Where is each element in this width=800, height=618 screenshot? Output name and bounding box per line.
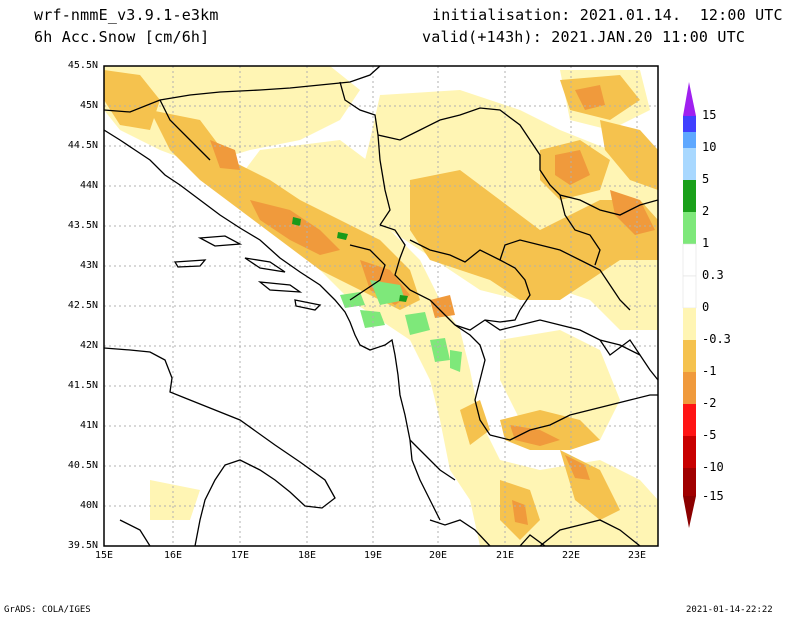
colorbar-label: 15 <box>702 108 717 122</box>
colorbar-label: 0 <box>702 300 710 314</box>
snow-fields <box>104 66 658 546</box>
colorbar-label: -1 <box>702 364 717 378</box>
cb-swatch-6 <box>682 275 697 309</box>
colorbar <box>682 82 697 528</box>
colorbar-label: 2 <box>702 204 710 218</box>
colorbar-label: 10 <box>702 140 717 154</box>
cb-swatch-8 <box>683 340 696 372</box>
cb-swatch-7 <box>683 308 696 340</box>
colorbar-bottom-arrow <box>683 496 696 528</box>
cb-swatch-4 <box>683 212 696 244</box>
colorbar-label: 1 <box>702 236 710 250</box>
coastlines-borders <box>104 66 658 546</box>
colorbar-label: 0.3 <box>702 268 724 282</box>
colorbar-label: -5 <box>702 428 717 442</box>
lon-label: 23E <box>627 550 647 561</box>
cb-swatch-5 <box>682 243 697 277</box>
valid-time: valid(+143h): 2021.JAN.20 11:00 UTC <box>422 28 746 46</box>
green-areas <box>340 280 462 372</box>
lat-label: 40N <box>79 500 98 511</box>
cb-swatch-9 <box>683 372 696 404</box>
cb-swatch-2 <box>683 148 696 180</box>
lat-label: 40.5N <box>67 460 98 471</box>
lat-label: 44.5N <box>67 140 98 151</box>
lat-label: 43.5N <box>67 220 98 231</box>
lat-label: 39.5N <box>67 540 98 551</box>
lon-label: 15E <box>94 550 114 561</box>
colorbar-label: 5 <box>702 172 710 186</box>
lat-label: 43N <box>79 260 98 271</box>
lat-label: 41.5N <box>67 380 98 391</box>
footer-timestamp: 2021-01-14-22:22 <box>686 605 773 615</box>
init-time: initialisation: 2021.01.14. 12:00 UTC <box>432 6 783 24</box>
footer-credit: GrADS: COLA/IGES <box>4 605 91 615</box>
lat-label: 42.5N <box>67 300 98 311</box>
colorbar-label: -10 <box>702 460 724 474</box>
cb-swatch-0 <box>683 116 696 132</box>
lon-label: 22E <box>561 550 581 561</box>
map-frame <box>103 65 659 547</box>
cb-swatch-12 <box>683 468 696 496</box>
lon-label: 18E <box>297 550 317 561</box>
cb-swatch-1 <box>683 132 696 148</box>
lon-label: 19E <box>363 550 383 561</box>
lon-label: 17E <box>230 550 250 561</box>
lat-label: 44N <box>79 180 98 191</box>
colorbar-label: -15 <box>702 489 724 503</box>
lat-label: 45N <box>79 100 98 111</box>
cb-swatch-10 <box>683 404 696 436</box>
colorbar-label: -2 <box>702 396 717 410</box>
field-title: 6h Acc.Snow [cm/6h] <box>34 28 210 46</box>
dark-green-areas <box>292 217 408 302</box>
lon-label: 16E <box>163 550 183 561</box>
model-title: wrf-nmmE_v3.9.1-e3km <box>34 6 219 24</box>
cb-swatch-3 <box>683 180 696 212</box>
lat-label: 42N <box>79 340 98 351</box>
lon-label: 20E <box>428 550 448 561</box>
lat-label: 41N <box>79 420 98 431</box>
cb-swatch-11 <box>683 436 696 468</box>
colorbar-top-arrow <box>683 82 696 116</box>
lat-label: 45.5N <box>67 60 98 71</box>
colorbar-label: -0.3 <box>702 332 731 346</box>
lon-label: 21E <box>495 550 515 561</box>
